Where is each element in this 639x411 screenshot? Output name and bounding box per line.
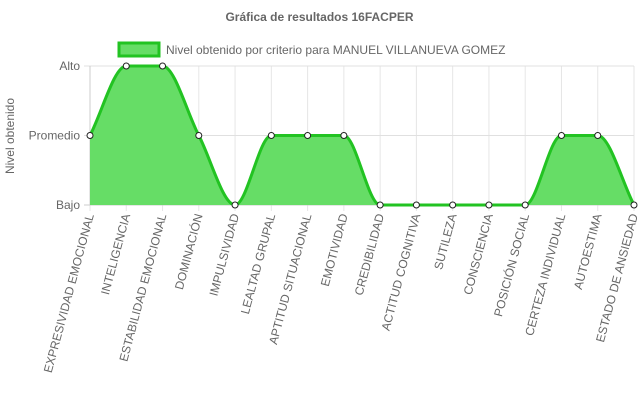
data-point[interactable] — [159, 62, 167, 70]
x-tick-label: CONSCIENCIA — [461, 212, 496, 296]
data-point[interactable] — [231, 201, 239, 209]
data-point[interactable] — [376, 201, 384, 209]
data-point[interactable] — [521, 201, 529, 209]
x-tick-label: LEALTAD GRUPAL — [238, 212, 278, 316]
chart-title: Gráfica de resultados 16FACPER — [225, 10, 413, 24]
legend-label[interactable]: Nivel obtenido por criterio para MANUEL … — [166, 43, 505, 57]
x-tick-label: INTELIGENCIA — [98, 212, 133, 296]
data-point[interactable] — [122, 62, 130, 70]
data-point[interactable] — [449, 201, 457, 209]
x-tick-label: EXPRESIVIDAD EMOCIONAL — [41, 212, 97, 374]
data-points — [86, 62, 638, 209]
x-tick-label: ACTITUD COGNITIVA — [379, 212, 424, 332]
legend[interactable]: Nivel obtenido por criterio para MANUEL … — [117, 41, 505, 58]
data-point[interactable] — [340, 132, 348, 139]
y-tick-label: Promedio — [29, 129, 81, 143]
x-ticks: EXPRESIVIDAD EMOCIONAL INTELIGENCIAESTABI… — [41, 212, 639, 375]
x-tick-label: POSICIÓN SOCIAL — [490, 212, 532, 319]
x-tick-label: SUTILEZA — [431, 212, 459, 271]
data-point[interactable] — [412, 201, 420, 209]
y-tick-label: Bajo — [56, 198, 80, 212]
x-tick-label: CREDIBILIDAD — [352, 212, 387, 297]
y-tick-label: Alto — [59, 59, 80, 73]
data-point[interactable] — [195, 132, 203, 139]
data-point[interactable] — [304, 132, 312, 139]
x-tick-label: AUTOESTIMA — [571, 212, 605, 291]
series-line — [88, 64, 636, 207]
y-ticks: Bajo Promedio Alto — [29, 59, 81, 212]
x-tick-label: EMOTIVIDAD — [318, 212, 351, 288]
x-tick-label: CERTEZA INDIVIDUAL — [522, 212, 568, 337]
x-tick-label: DOMINACIÓN — [171, 212, 206, 291]
y-axis-label: Nivel obtenido — [3, 98, 17, 174]
data-point[interactable] — [630, 201, 638, 209]
data-point[interactable] — [267, 132, 275, 139]
data-point[interactable] — [485, 201, 493, 209]
data-point[interactable] — [86, 132, 94, 139]
data-point[interactable] — [557, 132, 565, 139]
legend-swatch[interactable] — [117, 41, 161, 58]
data-point[interactable] — [594, 132, 602, 139]
x-tick-label: IMPULSIVIDAD — [207, 212, 243, 298]
